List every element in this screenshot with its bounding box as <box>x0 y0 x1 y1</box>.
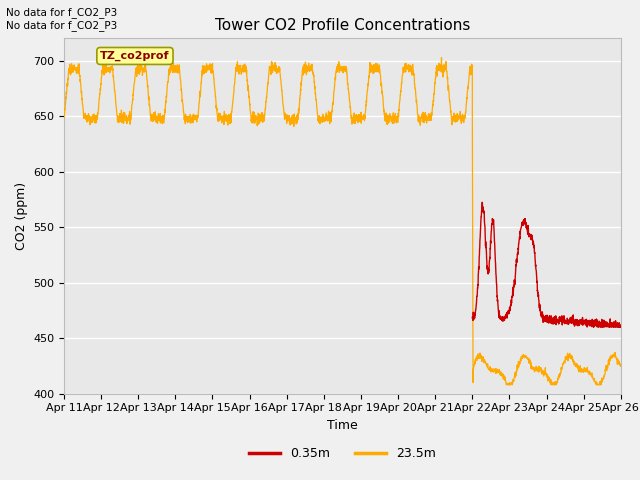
X-axis label: Time: Time <box>327 419 358 432</box>
Text: No data for f_CO2_P3: No data for f_CO2_P3 <box>6 20 118 31</box>
Text: TZ_co2prof: TZ_co2prof <box>100 51 170 61</box>
Text: No data for f_CO2_P3: No data for f_CO2_P3 <box>6 7 118 18</box>
Title: Tower CO2 Profile Concentrations: Tower CO2 Profile Concentrations <box>214 18 470 33</box>
Legend: 0.35m, 23.5m: 0.35m, 23.5m <box>244 443 441 466</box>
Y-axis label: CO2 (ppm): CO2 (ppm) <box>15 182 28 250</box>
